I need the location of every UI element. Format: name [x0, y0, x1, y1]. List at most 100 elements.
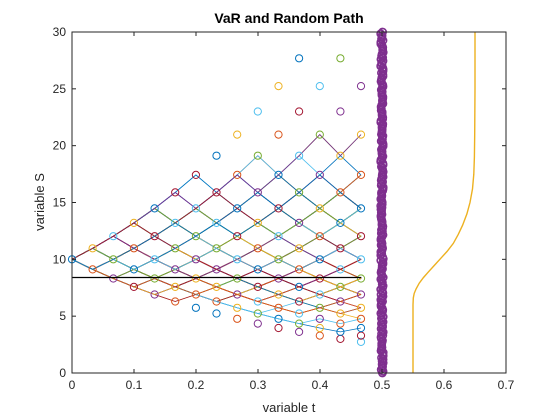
tree-node-point	[295, 54, 304, 63]
tree-node-point	[253, 309, 262, 318]
axes: 0 0.1 0.2 0.3 0.4 0.5 0.6 0.7 0 5 10 15 20 25 30	[53, 25, 515, 392]
tree-nodes	[67, 54, 366, 346]
tree-node-point	[212, 265, 221, 274]
tree-node-point	[356, 170, 366, 179]
tree-node-point	[295, 327, 304, 336]
tree-node-point	[336, 319, 345, 328]
tree-node-point	[336, 107, 345, 116]
tree-node-point	[315, 290, 324, 299]
tree-node-point	[253, 218, 262, 227]
tree-node-point	[295, 218, 304, 227]
tree-node-point	[356, 290, 366, 299]
x-tick-label: 0.5	[374, 378, 391, 392]
tree-node-point	[109, 274, 118, 283]
x-tick-label: 0.2	[188, 378, 205, 392]
tree-node-point	[171, 244, 180, 253]
tree-node-point	[356, 337, 366, 346]
tree-node-point	[150, 274, 159, 283]
tree-node-point	[212, 297, 221, 306]
tree-node-point	[171, 282, 180, 291]
tree-node-point	[171, 297, 180, 306]
tree-node-point	[150, 232, 159, 241]
tree-node-point	[274, 170, 283, 179]
tree-node-point	[253, 319, 262, 328]
tree-node-point	[356, 314, 366, 323]
tree-node-point	[356, 303, 366, 312]
tree-node-point	[295, 297, 304, 306]
tree-node-point	[129, 244, 138, 253]
tree-node-point	[150, 290, 159, 299]
random-paths	[71, 134, 362, 333]
tree-node-point	[253, 265, 262, 274]
tree-node-point	[212, 244, 221, 253]
tree-node-point	[109, 255, 118, 264]
tree-node-point	[191, 204, 200, 213]
tree-node-point	[253, 188, 262, 197]
tree-node-point	[233, 170, 242, 179]
tree-node-point	[356, 232, 366, 241]
tree-node-point	[212, 282, 221, 291]
tree-node-point	[274, 303, 283, 312]
path-line	[71, 247, 362, 270]
y-tick-label: 10	[53, 252, 67, 266]
tree-node-point	[88, 244, 97, 253]
tree-node-point	[315, 303, 324, 312]
tree-node-point	[233, 255, 242, 264]
tree-node-point	[191, 290, 200, 299]
tree-node-point	[129, 282, 138, 291]
tree-node-point	[233, 290, 242, 299]
tree-node-point	[274, 130, 283, 139]
tree-node-point	[315, 274, 324, 283]
tree-node-point	[129, 218, 138, 227]
y-tick-label: 5	[59, 309, 66, 323]
tree-node-point	[336, 244, 345, 253]
tree-node-point	[274, 204, 283, 213]
y-tick-label: 0	[59, 366, 66, 380]
x-tick-label: 0.4	[312, 378, 329, 392]
tree-node-point	[315, 314, 324, 323]
y-tick-label: 20	[53, 139, 67, 153]
path-line	[71, 174, 362, 270]
x-tick-label: 0.3	[250, 378, 267, 392]
tree-node-point	[336, 265, 345, 274]
plot-area	[67, 27, 476, 378]
tree-node-point	[356, 323, 366, 333]
tree-node-point	[295, 188, 304, 197]
tree-node-point	[191, 232, 200, 241]
cdf-curve	[412, 32, 476, 373]
tree-node-point	[295, 107, 304, 116]
tree-node-point	[315, 130, 324, 139]
tree-node-point	[233, 130, 242, 139]
y-tick-label: 30	[53, 25, 67, 39]
tree-node-point	[356, 130, 366, 139]
tree-node-point	[233, 232, 242, 241]
tree-node-point	[253, 282, 262, 291]
tree-node-point	[315, 82, 324, 91]
tree-node-point	[274, 314, 283, 323]
tree-node-point	[356, 204, 366, 213]
tree-node-point	[336, 188, 345, 197]
tree-node-point	[274, 274, 283, 283]
tree-node-point	[212, 151, 221, 160]
tree-node-point	[171, 188, 180, 197]
tree-node-point	[295, 151, 304, 160]
x-tick-label: 0	[69, 378, 76, 392]
tree-node-point	[336, 327, 345, 336]
tree-node-point	[212, 218, 221, 227]
tree-node-point	[315, 232, 324, 241]
tree-node-point	[274, 323, 283, 333]
tree-node-point	[315, 204, 324, 213]
tree-node-point	[295, 265, 304, 274]
tree-node-point	[253, 297, 262, 306]
tree-node-point	[253, 107, 262, 116]
path-line	[71, 258, 362, 314]
tree-node-point	[336, 218, 345, 227]
tree-node-point	[274, 255, 283, 264]
tree-node-point	[295, 309, 304, 318]
tree-node-point	[295, 282, 304, 291]
tree-node-point	[274, 290, 283, 299]
tree-node-point	[191, 170, 200, 179]
tree-node-point	[150, 204, 159, 213]
